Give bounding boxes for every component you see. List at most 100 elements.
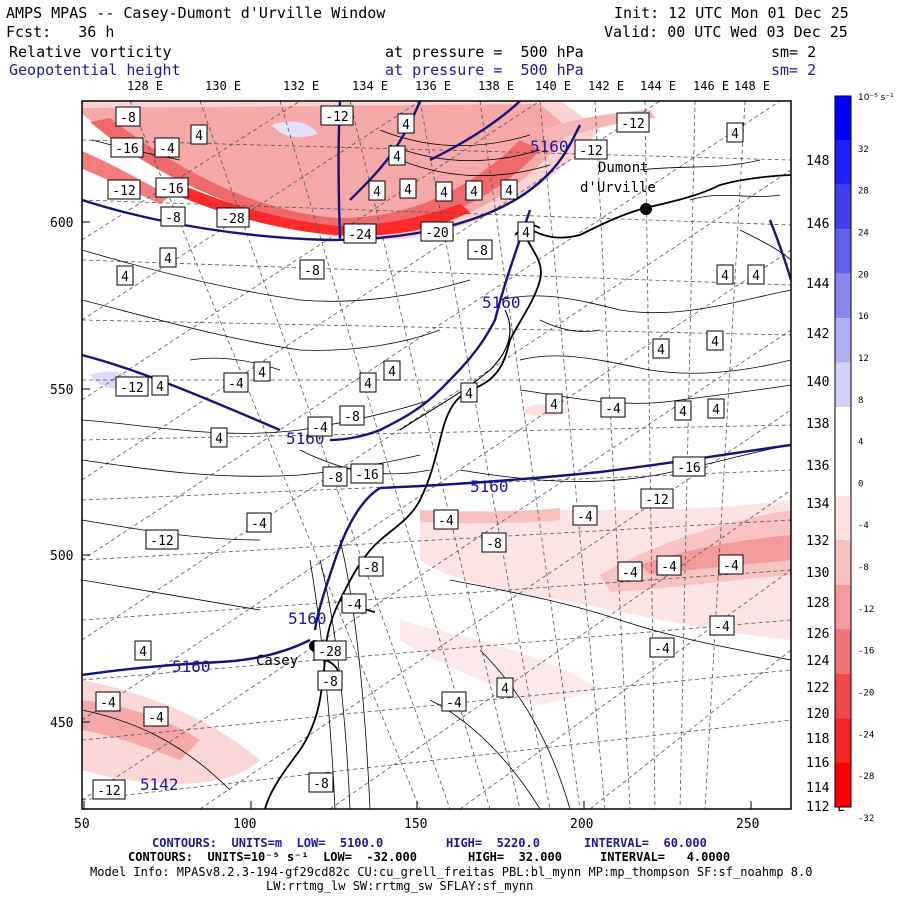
top-lon-label: 140 E (535, 79, 571, 93)
vorticity-label: -12 (574, 139, 608, 160)
station-dumont-durville: Dumont d'Urville (580, 160, 656, 215)
svg-text:4: 4 (404, 183, 412, 198)
colorbar-unit: 10⁻⁵ s⁻¹ (858, 93, 894, 103)
axis-ticks: 50 100 150 200 250 600 550 500 450 (50, 216, 759, 832)
colorbar-label: 16 (858, 312, 869, 322)
colorbar-swatch (835, 629, 851, 674)
vorticity-label: -12 (640, 488, 674, 509)
vorticity-label: 4 (399, 178, 417, 199)
vorticity-label: -8 (339, 405, 365, 426)
vorticity-label: 4 (368, 180, 386, 201)
vorticity-label: -8 (358, 556, 384, 577)
vorticity-label: -24 (343, 223, 377, 244)
svg-text:-4: -4 (251, 517, 267, 532)
colorbar-label: -20 (858, 689, 874, 699)
height-contours (82, 101, 791, 677)
height-label: 5160 (470, 477, 509, 496)
vorticity-labels: -8 -12 -16 -4 -12 -16 -8 -28 -24 -20 -8 -12 -12 4 4 4 4 4… (92, 105, 765, 800)
colorbar-swatch (835, 495, 851, 541)
init-time: Init: 12 UTC Mon 01 Dec 25 (614, 4, 849, 22)
vorticity-label: -8 (317, 670, 343, 691)
svg-text:-8: -8 (165, 211, 181, 226)
colorbar-label: 24 (858, 228, 869, 238)
svg-text:-8: -8 (322, 675, 338, 690)
vorticity-label: -8 (322, 466, 348, 487)
x-tick-label: 200 (570, 817, 593, 832)
svg-text:-4: -4 (714, 620, 730, 635)
vorticity-label: 4 (707, 398, 725, 419)
colorbar-swatch (835, 718, 851, 763)
y-tick-label: 450 (50, 716, 73, 731)
height-label: 5160 (530, 137, 569, 156)
vorticity-label: 4 (747, 264, 765, 285)
footer-height-interval: INTERVAL= 60.000 (584, 836, 707, 850)
vorticity-label: 4 (726, 122, 744, 143)
svg-text:-8: -8 (304, 264, 320, 279)
vorticity-label: 4 (210, 427, 228, 448)
vorticity-label: -4 (307, 416, 333, 437)
height-label: 5160 (482, 293, 521, 312)
svg-text:4: 4 (522, 226, 530, 241)
svg-text:-12: -12 (97, 784, 120, 799)
footer-model-info: Model Info: MPASv8.2.3-194-gf29cd82c CU:… (90, 865, 813, 879)
plot-title: AMPS MPAS -- Casey-Dumont d'Urville Wind… (6, 4, 386, 22)
vorticity-label: -8 (481, 532, 507, 553)
x-tick-label: 100 (233, 817, 256, 832)
station-dumont-label: Dumont (598, 160, 649, 176)
svg-text:4: 4 (752, 269, 760, 284)
top-longitude-labels: 128 E 130 E 132 E 134 E 136 E 138 E 140 E 142 E… (127, 79, 770, 93)
vorticity-label: -4 (223, 372, 249, 393)
svg-text:-8: -8 (120, 111, 136, 126)
vorticity-label: 4 (383, 360, 401, 381)
colorbar-swatch (835, 762, 851, 807)
plot-area: Dumont d'Urville Casey 5160 5160 5160 51… (82, 101, 791, 809)
svg-text:-12: -12 (150, 534, 173, 549)
vorticity-label: -8 (467, 239, 493, 260)
vorticity-label: -4 (649, 637, 675, 658)
vorticity-label: 4 (134, 640, 152, 661)
svg-text:-16: -16 (355, 468, 378, 483)
colorbar-swatch (835, 273, 851, 319)
vorticity-label: -4 (143, 706, 169, 727)
vorticity-band-south (400, 500, 791, 705)
x-tick-label: 150 (404, 817, 427, 832)
svg-text:-4: -4 (438, 514, 454, 529)
top-lon-label: 142 E (588, 79, 624, 93)
field1-name: Relative vorticity (9, 43, 172, 61)
vorticity-label: 4 (496, 677, 514, 698)
vorticity-label: -4 (600, 397, 626, 418)
x-tick-label: 250 (736, 817, 759, 832)
vorticity-label: 4 (652, 338, 670, 359)
vorticity-label: -4 (246, 512, 272, 533)
svg-text:4: 4 (402, 118, 410, 133)
vorticity-label: 4 (460, 382, 478, 403)
colorbar-swatch (835, 540, 851, 585)
svg-text:-28: -28 (221, 212, 244, 227)
footer-vort-contours: CONTOURS: UNITS=10⁻⁵ s⁻¹ LOW= -32.000 (128, 850, 417, 864)
field2-level: at pressure = 500 hPa (385, 61, 584, 79)
vorticity-label: 4 (151, 375, 169, 396)
forecast-hour: Fcst: 36 h (6, 23, 115, 41)
field1-level: at pressure = 500 hPa (385, 43, 584, 61)
svg-text:-24: -24 (348, 228, 372, 243)
svg-text:4: 4 (470, 185, 478, 200)
vorticity-label: -12 (145, 529, 179, 550)
colorbar-swatch (835, 184, 851, 230)
top-lon-label: 130 E (205, 79, 241, 93)
vorticity-label: -12 (616, 112, 650, 133)
y-tick-label: 500 (50, 549, 73, 564)
field1-smoothing: sm= 2 (771, 43, 817, 61)
field2-smoothing: sm= 2 (771, 61, 817, 79)
svg-text:4: 4 (679, 405, 687, 420)
vorticity-label: -16 (110, 137, 144, 158)
svg-text:-4: -4 (654, 642, 670, 657)
vorticity-label: -28 (313, 640, 347, 661)
svg-text:4: 4 (258, 366, 266, 381)
svg-text:-12: -12 (621, 117, 644, 132)
vorticity-label: -28 (216, 207, 250, 228)
svg-text:4: 4 (388, 365, 396, 380)
vorticity-label: -8 (308, 772, 334, 793)
svg-text:-8: -8 (472, 244, 488, 259)
colorbar-label: -16 (858, 647, 874, 657)
